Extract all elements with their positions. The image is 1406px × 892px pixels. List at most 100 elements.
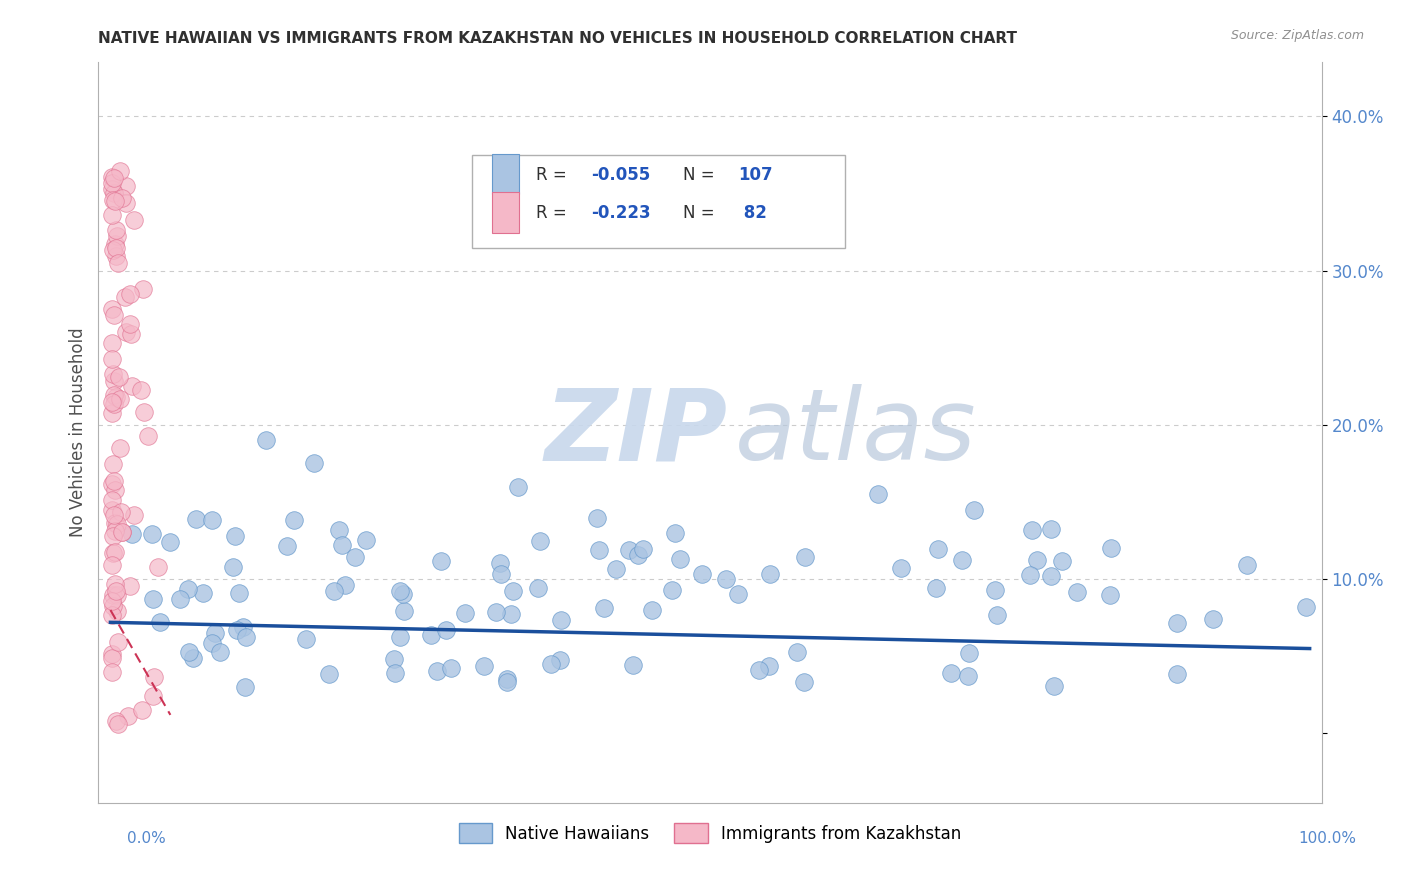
Legend: Native Hawaiians, Immigrants from Kazakhstan: Native Hawaiians, Immigrants from Kazakh… (451, 816, 969, 850)
Point (394, 604, 416, 618)
Text: -0.055: -0.055 (592, 166, 651, 184)
Point (1040, 522, 1063, 536)
Point (201, 513, 224, 527)
Point (529, 534, 551, 549)
Point (489, 567, 512, 582)
Point (104, 584, 127, 599)
Point (389, 583, 412, 598)
Point (389, 630, 412, 644)
Point (950, 553, 973, 567)
Point (1043, 679, 1066, 693)
Point (254, 434, 277, 448)
Point (434, 623, 457, 637)
Point (100, 406, 122, 420)
Point (420, 628, 443, 642)
Point (1099, 588, 1122, 602)
Point (426, 665, 449, 679)
Point (101, 243, 124, 257)
Point (114, 290, 136, 304)
Point (939, 666, 962, 681)
Point (149, 615, 172, 629)
Y-axis label: No Vehicles in Household: No Vehicles in Household (69, 327, 87, 538)
Point (1066, 584, 1088, 599)
Point (354, 533, 377, 548)
Text: NATIVE HAWAIIAN VS IMMIGRANTS FROM KAZAKHSTAN NO VEHICLES IN HOUSEHOLD CORRELATI: NATIVE HAWAIIAN VS IMMIGRANTS FROM KAZAK… (98, 31, 1018, 46)
Point (1099, 541, 1122, 555)
Point (690, 567, 713, 582)
Point (131, 703, 153, 717)
Point (105, 516, 128, 531)
Point (100, 503, 122, 517)
Point (1202, 612, 1225, 626)
Point (101, 599, 124, 614)
Point (104, 714, 127, 729)
Point (111, 524, 134, 539)
Point (146, 560, 169, 574)
Point (661, 582, 683, 597)
Point (1236, 558, 1258, 573)
Point (122, 212, 145, 227)
Point (727, 586, 749, 600)
Point (496, 672, 519, 686)
Bar (492, 153, 519, 194)
Point (333, 578, 356, 592)
Point (222, 560, 245, 574)
Point (495, 675, 517, 690)
Point (105, 229, 128, 244)
Point (103, 508, 125, 522)
Point (105, 604, 128, 618)
Point (100, 208, 122, 222)
Point (631, 541, 654, 556)
Point (103, 194, 125, 208)
Point (472, 659, 495, 673)
Text: R =: R = (536, 204, 572, 222)
Point (107, 634, 129, 648)
Point (1018, 568, 1040, 582)
Point (669, 552, 692, 566)
Point (115, 179, 138, 194)
Text: ZIP: ZIP (546, 384, 728, 481)
Point (440, 661, 463, 675)
Point (592, 600, 614, 615)
Point (104, 524, 127, 538)
Point (120, 286, 142, 301)
Point (121, 379, 143, 393)
Point (100, 177, 122, 191)
Text: atlas: atlas (734, 384, 976, 481)
Point (714, 572, 737, 586)
Point (957, 669, 980, 683)
Text: 0.0%: 0.0% (127, 831, 166, 846)
Point (108, 370, 131, 384)
Point (499, 607, 522, 622)
Point (104, 544, 127, 558)
Point (344, 550, 367, 565)
Point (527, 581, 550, 595)
Point (1166, 615, 1188, 630)
Point (108, 163, 131, 178)
Text: Source: ZipAtlas.com: Source: ZipAtlas.com (1230, 29, 1364, 42)
Point (384, 665, 406, 680)
Point (392, 587, 415, 601)
Point (103, 397, 125, 411)
Point (104, 483, 127, 498)
Text: -0.223: -0.223 (592, 204, 651, 222)
Point (233, 680, 256, 694)
Point (276, 540, 298, 554)
Point (104, 516, 127, 531)
Point (1295, 599, 1317, 614)
Point (758, 659, 780, 673)
Point (124, 508, 146, 523)
Point (132, 282, 155, 296)
Point (114, 325, 136, 339)
Point (204, 626, 226, 640)
Point (103, 388, 125, 402)
Point (120, 327, 142, 342)
Point (101, 368, 124, 382)
Point (294, 632, 316, 646)
Point (304, 457, 326, 471)
Point (927, 542, 949, 557)
Point (100, 351, 122, 366)
Point (101, 493, 124, 508)
Point (617, 543, 640, 558)
Point (508, 480, 530, 494)
